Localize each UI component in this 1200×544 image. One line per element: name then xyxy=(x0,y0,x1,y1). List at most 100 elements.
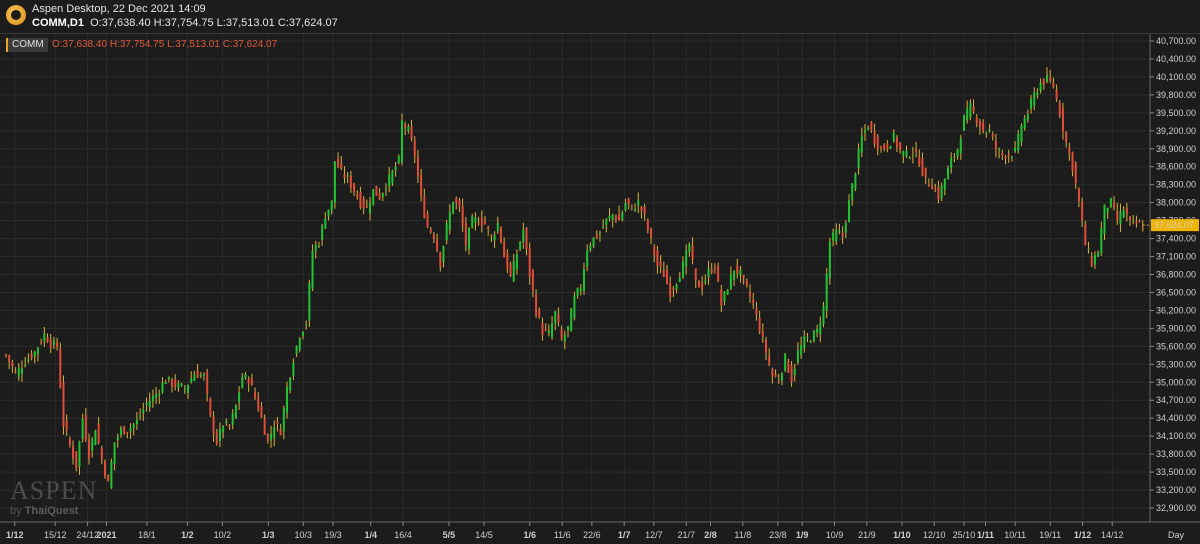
candle-body-up xyxy=(688,244,691,252)
y-tick-label: 33,500.00 xyxy=(1156,467,1196,477)
candle-body-down xyxy=(1081,201,1084,221)
candle-body-up xyxy=(218,429,221,441)
candle-body-up xyxy=(592,237,595,247)
candle-body-up xyxy=(908,157,911,159)
candle-body-down xyxy=(171,379,174,387)
x-tick-label: 2/8 xyxy=(704,530,717,540)
candle-body-down xyxy=(918,156,921,166)
x-tick-label: 19/11 xyxy=(1039,530,1061,540)
y-tick-label: 34,100.00 xyxy=(1156,431,1196,441)
candle-body-up xyxy=(723,291,726,302)
candle-body-up xyxy=(234,405,237,418)
candle-body-up xyxy=(113,442,116,464)
candle-body-down xyxy=(541,322,544,335)
candle-body-up xyxy=(1132,219,1135,221)
x-tick-label: 19/3 xyxy=(324,530,342,540)
y-tick-label: 40,100.00 xyxy=(1156,72,1196,82)
candle-body-up xyxy=(902,151,905,156)
candle-body-down xyxy=(1074,162,1077,184)
y-tick-label: 39,500.00 xyxy=(1156,108,1196,118)
candle-body-down xyxy=(365,206,368,208)
candle-body-down xyxy=(924,167,927,178)
watermark-byline: by ThaiQuest xyxy=(10,505,78,517)
candle-body-up xyxy=(704,280,707,283)
candle-body-up xyxy=(1109,198,1112,208)
candle-body-up xyxy=(333,161,336,203)
candle-body-down xyxy=(717,265,720,282)
candle-body-up xyxy=(563,334,566,342)
x-tick-label: 14/5 xyxy=(475,530,493,540)
candle-body-down xyxy=(49,339,52,348)
candle-body-down xyxy=(464,223,467,246)
candle-body-up xyxy=(381,193,384,197)
y-tick-label: 38,300.00 xyxy=(1156,180,1196,190)
candle-body-up xyxy=(570,308,573,332)
candle-body-down xyxy=(745,279,748,286)
x-tick-label: 5/5 xyxy=(443,530,456,540)
candle-body-up xyxy=(167,376,170,380)
candle-body-up xyxy=(848,200,851,223)
candle-body-up xyxy=(739,270,742,276)
candle-body-down xyxy=(994,140,997,150)
candle-body-up xyxy=(161,382,164,393)
candle-body-down xyxy=(263,418,266,435)
app-title: Aspen Desktop, 22 Dec 2021 14:09 xyxy=(32,3,206,15)
candle-body-down xyxy=(991,134,994,137)
y-tick-label: 36,500.00 xyxy=(1156,287,1196,297)
candle-body-up xyxy=(148,400,151,408)
candle-body-up xyxy=(624,202,627,211)
candle-body-up xyxy=(394,166,397,171)
candle-body-up xyxy=(956,149,959,157)
candle-body-down xyxy=(480,217,483,226)
candle-body-down xyxy=(691,245,694,260)
x-tick-label: 18/1 xyxy=(138,530,156,540)
x-tick-label: 11/8 xyxy=(734,530,751,540)
candle-body-up xyxy=(286,387,289,413)
candle-body-up xyxy=(889,146,892,149)
candle-body-up xyxy=(854,173,857,189)
x-tick-label: 1/10 xyxy=(893,530,911,540)
candle-body-up xyxy=(452,202,455,214)
candle-body-down xyxy=(742,274,745,278)
candle-body-down xyxy=(426,213,429,227)
candle-body-down xyxy=(614,216,617,221)
y-tick-label: 39,800.00 xyxy=(1156,90,1196,100)
candle-body-up xyxy=(301,332,304,337)
y-tick-label: 34,700.00 xyxy=(1156,395,1196,405)
y-tick-label: 38,900.00 xyxy=(1156,144,1196,154)
candle-body-down xyxy=(768,355,771,365)
candle-body-up xyxy=(1097,252,1100,257)
candle-body-up xyxy=(308,282,311,321)
candle-body-up xyxy=(397,156,400,163)
candle-body-down xyxy=(758,317,761,332)
candle-body-up xyxy=(579,288,582,292)
candle-body-up xyxy=(94,430,97,446)
candle-body-down xyxy=(640,206,643,211)
candle-body-down xyxy=(349,175,352,188)
candle-body-up xyxy=(966,108,969,121)
candle-body-up xyxy=(183,388,186,390)
candle-body-down xyxy=(720,289,723,306)
candle-body-up xyxy=(132,423,135,428)
candle-body-down xyxy=(196,371,199,378)
candle-body-up xyxy=(1122,209,1125,218)
legend-symbol-tag[interactable]: COMM xyxy=(6,38,48,52)
candle-body-down xyxy=(40,342,43,344)
candle-body-up xyxy=(707,268,710,277)
candle-body-up xyxy=(554,311,557,324)
candlestick-chart[interactable]: 40,700.00 40,400.00 40,100.00 39,800.00 39,5… xyxy=(0,34,1200,544)
candle-body-down xyxy=(841,232,844,237)
candle-body-down xyxy=(378,193,381,200)
title-bar: Aspen Desktop, 22 Dec 2021 14:09 COMM,D1… xyxy=(0,0,1200,33)
candle-body-up xyxy=(892,132,895,142)
candle-body-down xyxy=(174,379,177,388)
candle-body-up xyxy=(1026,114,1029,120)
candle-body-down xyxy=(436,239,439,251)
candle-body-down xyxy=(595,234,598,238)
y-tick-label: 39,200.00 xyxy=(1156,126,1196,136)
candle-body-up xyxy=(1103,204,1106,234)
candle-body-down xyxy=(752,299,755,304)
last-price-label: 37,624.07 xyxy=(1154,220,1194,230)
candle-body-up xyxy=(835,229,838,242)
candle-body-down xyxy=(46,337,49,343)
